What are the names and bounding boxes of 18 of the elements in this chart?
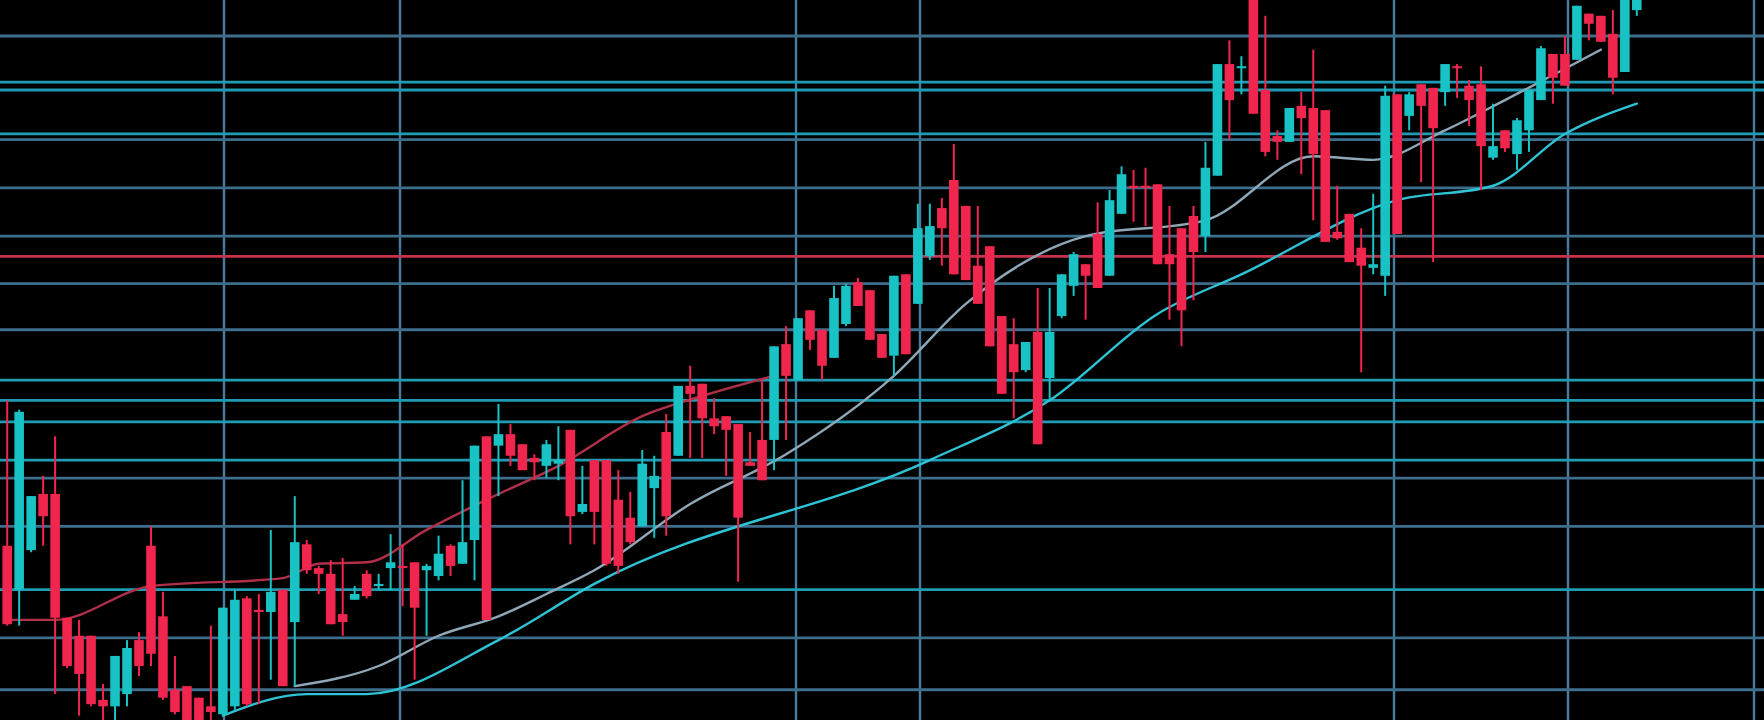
candlestick xyxy=(1500,129,1510,153)
candlestick xyxy=(1224,39,1235,141)
candlestick xyxy=(577,464,588,516)
candlestick xyxy=(1488,102,1498,161)
candlestick xyxy=(1452,63,1462,99)
candlestick xyxy=(1236,55,1247,96)
candlestick xyxy=(493,402,504,498)
candlestick xyxy=(1404,91,1414,132)
candlestick xyxy=(1044,287,1055,402)
candlestick xyxy=(266,528,276,681)
candlestick xyxy=(781,325,791,441)
candlestick xyxy=(361,569,372,600)
candlestick xyxy=(1284,107,1295,143)
candlestick xyxy=(385,533,396,591)
candlestick xyxy=(1440,63,1450,107)
candlestick xyxy=(445,543,456,577)
candlestick xyxy=(1020,341,1031,374)
candlestick xyxy=(457,479,468,565)
